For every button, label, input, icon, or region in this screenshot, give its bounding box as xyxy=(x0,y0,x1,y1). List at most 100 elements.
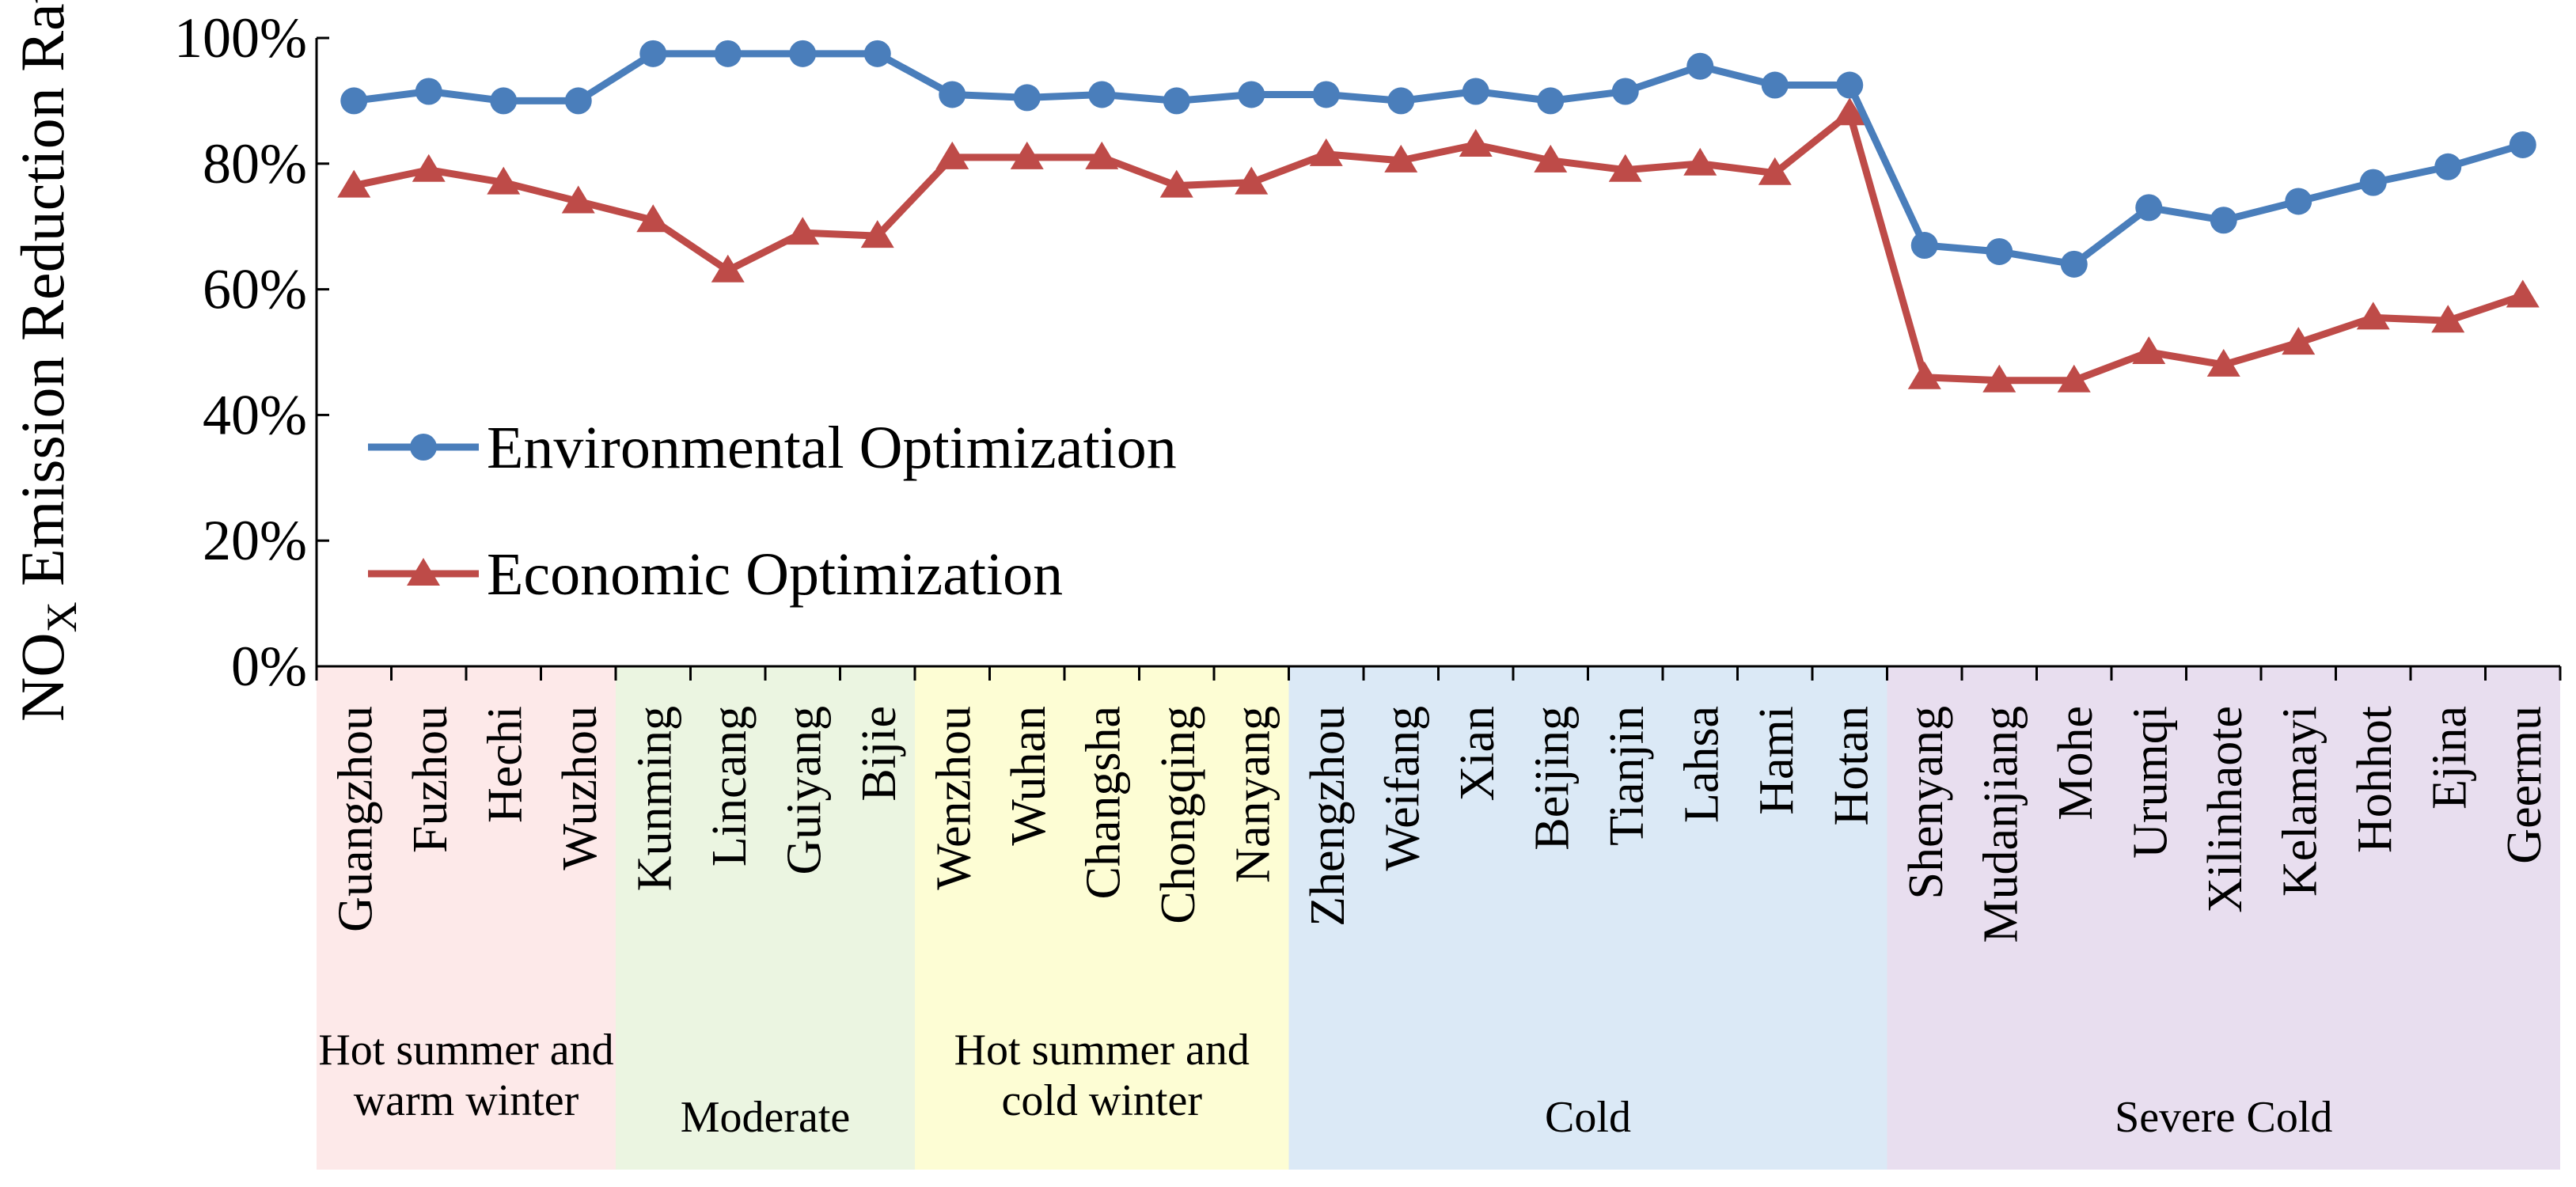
x-tick-label: Weifang xyxy=(1375,706,1429,870)
axes: 0% 20% 40% 60% 80% 100% Guangzhou Fuzhou Hechi Wu… xyxy=(174,6,2562,943)
zone-band-4 xyxy=(1887,666,2560,1170)
y-tick-label: 100% xyxy=(174,6,307,70)
y-axis-title-rest: Emission Reduction Rate xyxy=(8,0,77,601)
data-point xyxy=(487,166,521,195)
x-tick-label: Kunming xyxy=(628,706,681,891)
x-tick-label: Hechi xyxy=(478,706,532,823)
data-point xyxy=(2431,305,2465,333)
data-point xyxy=(1459,128,1493,157)
legend-label: Economic Optimization xyxy=(487,541,1063,608)
x-tick-label: Lahsa xyxy=(1675,706,1728,823)
legend-marker xyxy=(407,558,440,586)
data-point xyxy=(490,87,518,115)
x-tick-label: Guiyang xyxy=(777,706,831,875)
x-tick-label: Guangzhou xyxy=(328,706,382,932)
y-axis-title-main: NO xyxy=(8,632,77,722)
data-point xyxy=(2285,188,2312,215)
data-point xyxy=(1683,147,1717,176)
data-point xyxy=(561,185,595,214)
data-point xyxy=(939,81,966,108)
x-tick-label: Wuhan xyxy=(1002,706,1056,846)
data-point xyxy=(2060,250,2088,278)
data-point xyxy=(860,220,894,248)
x-tick-label: Geermu xyxy=(2498,706,2551,864)
x-tick-label: Bijie xyxy=(852,706,906,802)
x-tick-label: Hami xyxy=(1750,706,1804,815)
legend: Environmental Optimization Economic Optim… xyxy=(368,415,1177,608)
data-point xyxy=(1010,141,1044,169)
data-point xyxy=(412,154,446,182)
y-tick-label: 80% xyxy=(203,132,307,195)
data-point xyxy=(2206,348,2240,377)
data-point xyxy=(1159,169,1193,198)
data-point xyxy=(1387,87,1415,115)
x-tick-label: Fuzhou xyxy=(404,706,457,853)
data-point xyxy=(1088,81,1116,108)
data-point xyxy=(1235,166,1269,195)
legend-marker xyxy=(410,434,437,461)
y-axis-title: NOX Emission Reduction Rate xyxy=(8,0,85,722)
data-point xyxy=(2057,364,2091,393)
y-tick-label: 60% xyxy=(203,258,307,321)
zone-label-1-0: Moderate xyxy=(681,1093,851,1142)
series-1 xyxy=(337,97,2540,393)
x-tick-label: Tianjin xyxy=(1600,706,1654,846)
data-point xyxy=(415,78,442,105)
data-point xyxy=(1833,97,1867,126)
x-tick-label: Hohhot xyxy=(2348,706,2402,853)
x-tick-label: Xian xyxy=(1451,706,1504,802)
data-point xyxy=(711,254,745,283)
data-point xyxy=(935,141,969,169)
x-tick-label: Kelamayi xyxy=(2273,706,2327,897)
zone-band-1 xyxy=(616,666,915,1170)
data-point xyxy=(2506,279,2540,308)
data-point xyxy=(1986,237,2013,265)
zone-band-2 xyxy=(915,666,1289,1170)
x-tick-label: Nanyang xyxy=(1226,706,1280,883)
x-tick-label: Shenyang xyxy=(1899,706,1953,900)
data-point xyxy=(636,204,670,233)
series-0 xyxy=(340,40,2536,278)
zone-band-3 xyxy=(1288,666,1887,1170)
data-point xyxy=(1686,52,1714,80)
data-point xyxy=(1163,87,1190,115)
data-point xyxy=(564,87,592,115)
y-axis-title-group: NOX Emission Reduction Rate xyxy=(8,0,85,722)
data-point xyxy=(1910,232,1938,260)
data-point xyxy=(1907,361,1941,389)
x-tick-label: Hotan xyxy=(1824,706,1878,826)
data-point xyxy=(1537,87,1565,115)
data-point xyxy=(2509,131,2536,158)
data-point xyxy=(789,40,817,67)
y-tick-label: 0% xyxy=(231,635,307,698)
zone-label-4-0: Severe Cold xyxy=(2115,1093,2332,1142)
zone-label-2-0: Hot summer and xyxy=(954,1026,1250,1075)
x-tick-label: Mudanjiang xyxy=(1974,706,2028,943)
x-tick-label: Wenzhou xyxy=(927,706,981,890)
data-point xyxy=(1758,157,1792,185)
data-point xyxy=(1238,81,1265,108)
y-tick-label: 20% xyxy=(203,509,307,572)
data-point xyxy=(1982,364,2016,393)
data-point xyxy=(639,40,667,67)
data-point xyxy=(1611,78,1639,105)
data-point xyxy=(863,40,891,67)
zone-label-0-1: warm winter xyxy=(354,1076,579,1125)
zone-label-0-0: Hot summer and xyxy=(318,1026,613,1075)
data-point xyxy=(1312,81,1340,108)
data-point xyxy=(1761,71,1789,99)
data-point xyxy=(714,40,742,67)
data-point xyxy=(1836,71,1864,99)
data-point xyxy=(1534,144,1568,173)
data-point xyxy=(2359,169,2387,196)
series xyxy=(337,40,2540,393)
data-point xyxy=(2132,336,2166,364)
x-tick-label: Mohe xyxy=(2049,706,2103,821)
x-tick-label: Wuzhou xyxy=(553,706,607,870)
x-tick-label: Chongqing xyxy=(1151,706,1205,924)
data-point xyxy=(337,169,371,198)
series-line xyxy=(353,109,2525,385)
x-tick-label: Xilinhaote xyxy=(2199,706,2252,913)
